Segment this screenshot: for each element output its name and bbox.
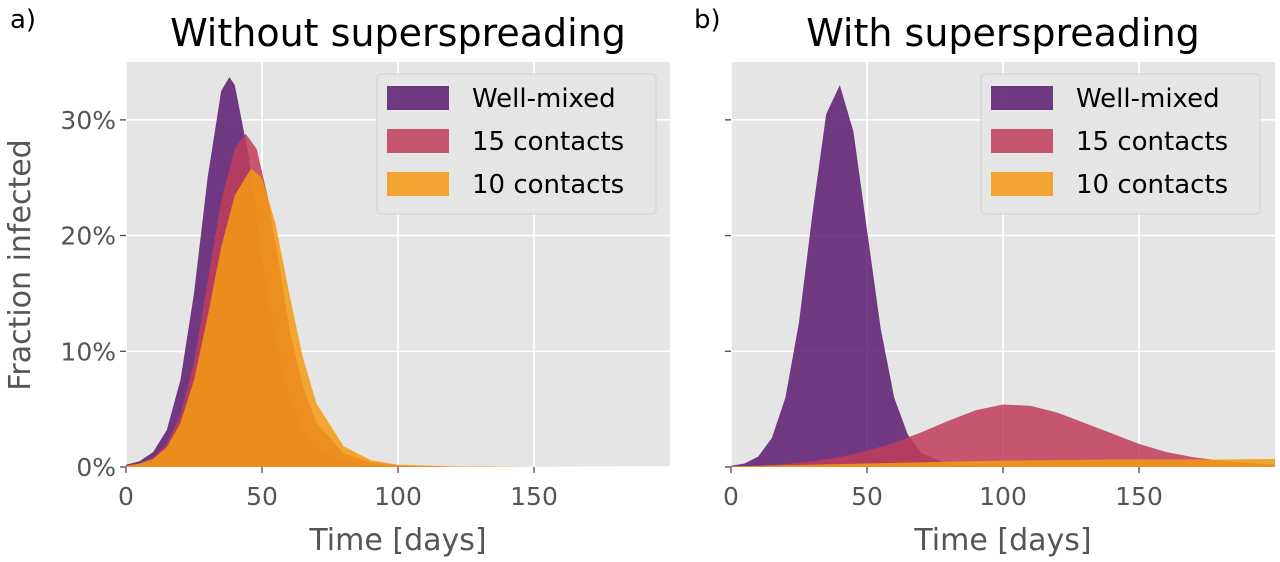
legend-label-a-2: 10 contacts — [472, 170, 624, 200]
ticks-a: 0 50 100 150 0% 10% 20% 30% — [60, 106, 557, 511]
x-tick-label-a-3: 150 — [510, 482, 558, 511]
x-tick-label-a-0: 0 — [118, 482, 134, 511]
x-axis-label-b: Time [days] — [913, 523, 1091, 558]
area-series-b-2 — [731, 458, 1275, 467]
x-tick-label-b-2: 100 — [979, 482, 1027, 511]
x-tick-label-a-1: 50 — [246, 482, 278, 511]
y-axis-label-a: Fraction infected — [3, 139, 38, 390]
y-tick-label-a-3: 30% — [60, 106, 116, 135]
legend-label-a-0: Well-mixed — [472, 84, 616, 114]
legend-swatch-b-0 — [991, 86, 1053, 110]
area-series-a-2 — [126, 168, 670, 467]
legend-swatch-b-1 — [991, 129, 1053, 153]
panel-letter-a: a) — [10, 5, 36, 35]
area-series-b-0 — [731, 85, 1275, 467]
legend-a: Well-mixed 15 contacts 10 contacts — [376, 73, 657, 215]
legend-swatch-a-2 — [387, 172, 449, 196]
y-tick-label-a-2: 20% — [60, 222, 116, 251]
x-tick-label-a-2: 100 — [374, 482, 422, 511]
area-series-b-1 — [731, 404, 1275, 467]
x-tick-label-b-1: 50 — [851, 482, 883, 511]
chart-title-a: Without superspreading — [170, 11, 626, 55]
legend-swatch-b-2 — [991, 172, 1053, 196]
legend-swatch-a-0 — [387, 86, 449, 110]
legend-label-b-2: 10 contacts — [1076, 170, 1228, 200]
panel-a: 0 50 100 150 0% 10% 20% 30% a) Without superspr… — [3, 5, 670, 558]
panel-letter-b: b) — [694, 5, 721, 35]
chart-title-b: With superspreading — [806, 11, 1200, 55]
legend-label-b-1: 15 contacts — [1076, 127, 1228, 157]
legend-label-b-0: Well-mixed — [1076, 84, 1220, 114]
y-tick-label-a-0: 0% — [76, 453, 116, 482]
areas-a — [126, 77, 670, 467]
panel-b: 0 50 100 150 b) With superspreading Time [d… — [694, 5, 1275, 558]
areas-b — [731, 85, 1275, 467]
x-tick-label-b-0: 0 — [723, 482, 739, 511]
x-tick-label-b-3: 150 — [1115, 482, 1163, 511]
ticks-b: 0 50 100 150 — [723, 119, 1163, 511]
legend-label-a-1: 15 contacts — [472, 127, 624, 157]
legend-swatch-a-1 — [387, 129, 449, 153]
y-tick-label-a-1: 10% — [60, 337, 116, 366]
x-axis-label-a: Time [days] — [308, 523, 486, 558]
legend-b: Well-mixed 15 contacts 10 contacts — [980, 73, 1261, 215]
